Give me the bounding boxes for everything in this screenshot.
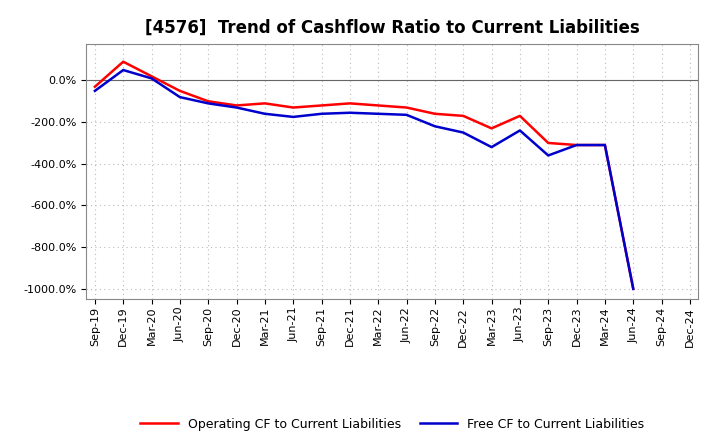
Line: Operating CF to Current Liabilities: Operating CF to Current Liabilities xyxy=(95,62,633,289)
Free CF to Current Liabilities xyxy=(516,128,524,133)
Free CF to Current Liabilities xyxy=(233,105,241,110)
Operating CF to Current Liabilities xyxy=(487,126,496,131)
Operating CF to Current Liabilities xyxy=(629,286,637,291)
Operating CF to Current Liabilities xyxy=(374,103,382,108)
Free CF to Current Liabilities xyxy=(629,286,637,291)
Operating CF to Current Liabilities xyxy=(261,101,269,106)
Free CF to Current Liabilities xyxy=(402,112,411,117)
Free CF to Current Liabilities xyxy=(459,130,467,135)
Operating CF to Current Liabilities xyxy=(204,99,212,104)
Operating CF to Current Liabilities xyxy=(318,103,326,108)
Free CF to Current Liabilities xyxy=(318,111,326,117)
Free CF to Current Liabilities xyxy=(261,111,269,117)
Free CF to Current Liabilities xyxy=(119,67,127,73)
Free CF to Current Liabilities xyxy=(346,110,354,115)
Free CF to Current Liabilities xyxy=(148,76,156,81)
Operating CF to Current Liabilities xyxy=(148,73,156,79)
Operating CF to Current Liabilities xyxy=(516,113,524,118)
Title: [4576]  Trend of Cashflow Ratio to Current Liabilities: [4576] Trend of Cashflow Ratio to Curren… xyxy=(145,19,640,37)
Operating CF to Current Liabilities xyxy=(91,84,99,89)
Operating CF to Current Liabilities xyxy=(402,105,411,110)
Operating CF to Current Liabilities xyxy=(289,105,297,110)
Operating CF to Current Liabilities xyxy=(459,113,467,118)
Free CF to Current Liabilities xyxy=(487,144,496,150)
Free CF to Current Liabilities xyxy=(176,95,184,100)
Free CF to Current Liabilities xyxy=(91,88,99,94)
Operating CF to Current Liabilities xyxy=(572,143,581,148)
Free CF to Current Liabilities xyxy=(374,111,382,117)
Operating CF to Current Liabilities xyxy=(600,143,609,148)
Free CF to Current Liabilities xyxy=(289,114,297,120)
Free CF to Current Liabilities xyxy=(572,143,581,148)
Free CF to Current Liabilities xyxy=(431,124,439,129)
Operating CF to Current Liabilities xyxy=(431,111,439,117)
Line: Free CF to Current Liabilities: Free CF to Current Liabilities xyxy=(95,70,633,289)
Operating CF to Current Liabilities xyxy=(346,101,354,106)
Free CF to Current Liabilities xyxy=(204,101,212,106)
Free CF to Current Liabilities xyxy=(600,143,609,148)
Free CF to Current Liabilities xyxy=(544,153,552,158)
Operating CF to Current Liabilities xyxy=(544,140,552,146)
Legend: Operating CF to Current Liabilities, Free CF to Current Liabilities: Operating CF to Current Liabilities, Fre… xyxy=(135,413,649,436)
Operating CF to Current Liabilities xyxy=(119,59,127,64)
Operating CF to Current Liabilities xyxy=(176,88,184,94)
Operating CF to Current Liabilities xyxy=(233,103,241,108)
